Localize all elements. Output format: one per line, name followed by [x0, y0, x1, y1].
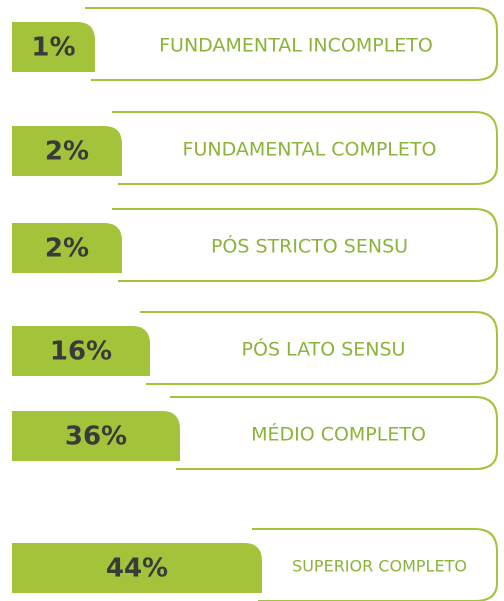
label: MÉDIO COMPLETO — [251, 423, 426, 446]
frame — [170, 396, 498, 470]
frame — [112, 208, 498, 282]
frame — [140, 311, 498, 385]
frame — [252, 528, 498, 601]
percent-tab — [12, 326, 150, 376]
percent-tab — [12, 22, 95, 72]
percent: 36% — [65, 422, 127, 452]
label: FUNDAMENTAL INCOMPLETO — [159, 35, 433, 57]
frame — [112, 111, 498, 185]
percent-tab — [12, 126, 122, 176]
frame — [85, 7, 498, 81]
percent-tab — [12, 543, 262, 593]
percent: 2% — [45, 234, 89, 264]
percent-tab — [12, 223, 122, 273]
percent: 1% — [31, 33, 75, 63]
percent: 44% — [106, 554, 168, 584]
label: PÓS STRICTO SENSU — [211, 234, 408, 258]
percent-tab — [12, 411, 180, 461]
percent: 16% — [50, 337, 112, 367]
label: SUPERIOR COMPLETO — [292, 557, 467, 576]
label: FUNDAMENTAL COMPLETO — [183, 139, 437, 161]
percent: 2% — [45, 137, 89, 167]
label: PÓS LATO SENSU — [242, 337, 406, 361]
